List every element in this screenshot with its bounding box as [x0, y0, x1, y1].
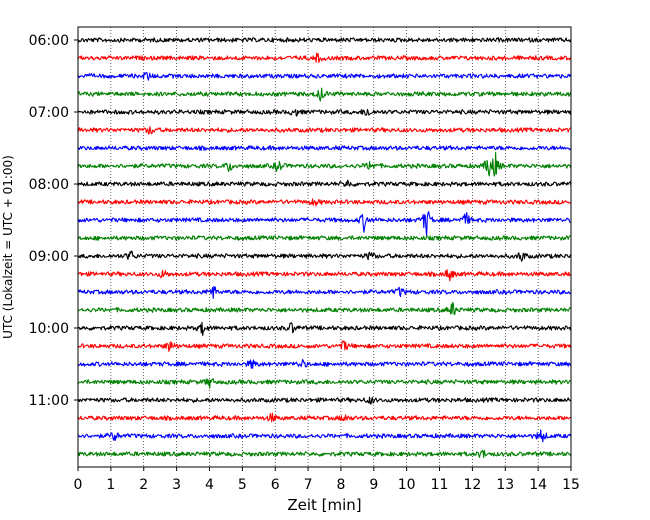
- seismogram-trace: [77, 126, 572, 135]
- x-tick-label: 10: [398, 477, 416, 493]
- y-axis-label: UTC (Lokalzeit = UTC + 01:00): [1, 155, 15, 339]
- x-tick-label: 13: [496, 477, 514, 493]
- x-tick-label: 6: [271, 477, 280, 493]
- seismogram-trace: [77, 250, 572, 262]
- x-tick-label: 5: [238, 477, 247, 493]
- trace-lines: [77, 37, 572, 458]
- seismogram-trace: [77, 396, 572, 405]
- seismogram-trace: [77, 358, 572, 369]
- y-axis: 06:00 07:00 08:00 09:00 10:00 11:00: [29, 33, 78, 409]
- y-tick-label: 06:00: [29, 33, 69, 49]
- seismogram-trace: [77, 449, 572, 458]
- x-tick-label: 3: [172, 477, 181, 493]
- seismogram-trace: [77, 412, 572, 423]
- seismogram-trace: [77, 198, 572, 207]
- x-tick-label: 0: [74, 477, 83, 493]
- x-tick-label: 12: [463, 477, 481, 493]
- seismogram-trace: [77, 340, 572, 352]
- seismogram-trace: [77, 37, 572, 43]
- x-tick-label: 4: [205, 477, 214, 493]
- x-tick-label: 7: [304, 477, 313, 493]
- x-axis: 0 1 2 3 4 5 6 7 8 9 10 11 12 13 14 15: [74, 467, 580, 493]
- y-tick-label: 09:00: [29, 249, 69, 265]
- seismogram-trace: [77, 87, 572, 102]
- x-tick-label: 14: [529, 477, 547, 493]
- x-tick-label: 9: [369, 477, 378, 493]
- x-tick-label: 1: [106, 477, 115, 493]
- y-tick-label: 10:00: [29, 321, 69, 337]
- x-tick-label: 15: [562, 477, 580, 493]
- seismogram-trace: [77, 321, 572, 336]
- seismogram-trace: [77, 145, 572, 151]
- y-tick-label: 08:00: [29, 177, 69, 193]
- plot-frame: [77, 26, 572, 468]
- seismogram-trace: [77, 269, 572, 282]
- vertical-grid: [110, 27, 539, 467]
- y-tick-label: 07:00: [29, 105, 69, 121]
- seismogram-trace: [77, 72, 572, 81]
- seismogram-trace: [77, 235, 572, 241]
- seismogram-trace: [77, 151, 572, 177]
- seismogram-trace: [77, 179, 572, 187]
- seismogram-trace: [77, 285, 572, 299]
- seismogram-trace: [77, 377, 572, 389]
- seismogram-trace: [77, 108, 572, 117]
- x-tick-label: 8: [336, 477, 345, 493]
- x-tick-label: 2: [139, 477, 148, 493]
- seismogram-trace: [77, 301, 572, 316]
- x-tick-label: 11: [431, 477, 449, 493]
- seismogram-trace: [77, 211, 572, 237]
- seismogram-trace: [77, 52, 572, 64]
- y-tick-label: 11:00: [29, 393, 69, 409]
- seismogram-trace: [77, 429, 572, 443]
- x-axis-label: Zeit [min]: [287, 496, 361, 514]
